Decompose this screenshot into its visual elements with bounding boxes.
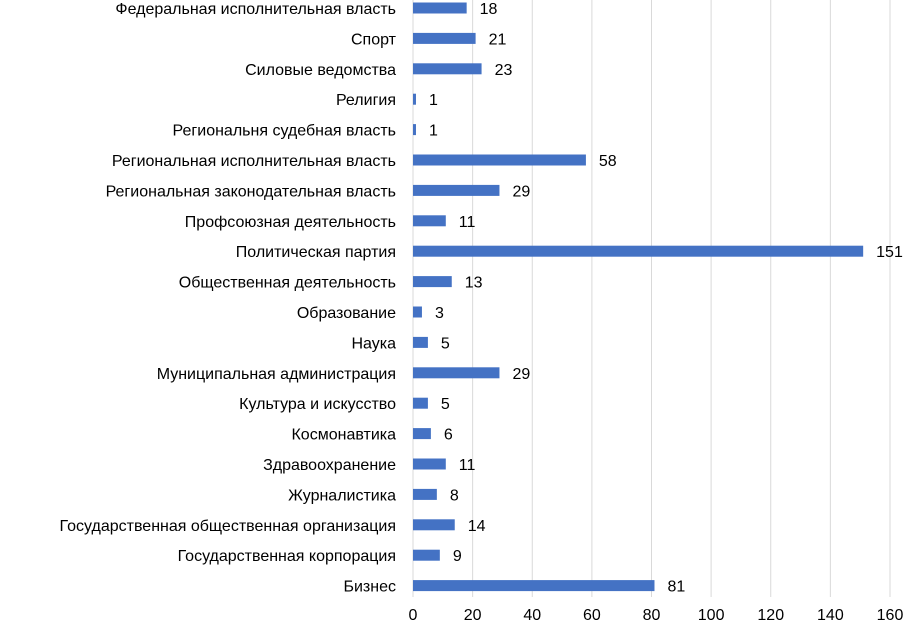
bar [413,184,500,196]
data-label: 11 [459,457,476,474]
category-label: Муниципальная администрация [157,366,396,383]
bar [413,488,437,500]
data-label: 1 [429,92,438,109]
x-axis-ticks: 0 20 40 60 80 100 120 140 160 [409,607,904,624]
category-label: Журналистика [288,487,396,504]
category-label: Политическая партия [236,244,396,261]
x-tick-label: 80 [643,607,661,624]
data-label: 14 [468,518,486,535]
data-label: 151 [876,244,903,261]
data-label: 3 [435,305,444,322]
data-label: 8 [450,487,459,504]
category-label: Региональная исполнительная власть [112,153,396,170]
data-label: 18 [480,1,498,18]
x-tick-label: 20 [464,607,482,624]
category-label: Здравоохранение [263,457,396,474]
x-tick-label: 0 [409,607,418,624]
bar [413,306,422,318]
bars [413,2,864,592]
bar [413,397,428,409]
bar [413,2,467,14]
x-tick-label: 40 [523,607,541,624]
bar [413,124,416,136]
category-label: Государственная общественная организация [60,518,396,535]
x-tick-label: 160 [877,607,904,624]
data-label: 13 [465,275,483,292]
bar [413,154,586,166]
data-label: 5 [441,396,450,413]
bar [413,580,655,592]
category-label: Государственная корпорация [178,548,396,565]
bar [413,549,440,561]
data-label: 23 [495,62,513,79]
data-label: 11 [459,214,476,231]
data-label: 81 [667,579,685,596]
category-label: Федеральная исполнительная власть [115,1,396,18]
bar [413,32,476,44]
data-label: 29 [512,183,530,200]
bar [413,276,452,288]
data-label: 5 [441,335,450,352]
data-label: 58 [599,153,617,170]
data-label: 9 [453,548,462,565]
x-tick-label: 140 [817,607,844,624]
x-tick-label: 60 [583,607,601,624]
category-label: Культура и искусство [239,396,396,413]
bar [413,367,500,379]
bar [413,519,455,531]
category-label: Силовые ведомства [245,62,396,79]
bar [413,93,416,105]
bar [413,336,428,348]
bar [413,215,446,227]
data-label: 29 [512,366,530,383]
category-label: Религия [336,92,396,109]
bar [413,458,446,470]
category-label: Профсоюзная деятельность [185,214,396,231]
category-label: Региональная законодательная власть [106,183,396,200]
data-label: 6 [444,427,453,444]
category-label: Образование [297,305,396,322]
category-label: Наука [351,335,396,352]
data-label: 21 [489,31,507,48]
category-label: Региональня судебная власть [173,123,396,140]
bar [413,63,482,75]
category-labels: Федеральная исполнительная власть Спорт Си… [60,1,397,596]
category-label: Общественная деятельность [179,275,396,292]
grid-lines [412,0,891,597]
category-label: Бизнес [343,579,396,596]
category-label: Космонавтика [291,427,396,444]
bar [413,428,431,440]
x-tick-label: 120 [757,607,784,624]
category-label: Спорт [351,31,397,48]
x-tick-label: 100 [698,607,725,624]
data-label: 1 [429,123,438,140]
bar [413,245,864,257]
